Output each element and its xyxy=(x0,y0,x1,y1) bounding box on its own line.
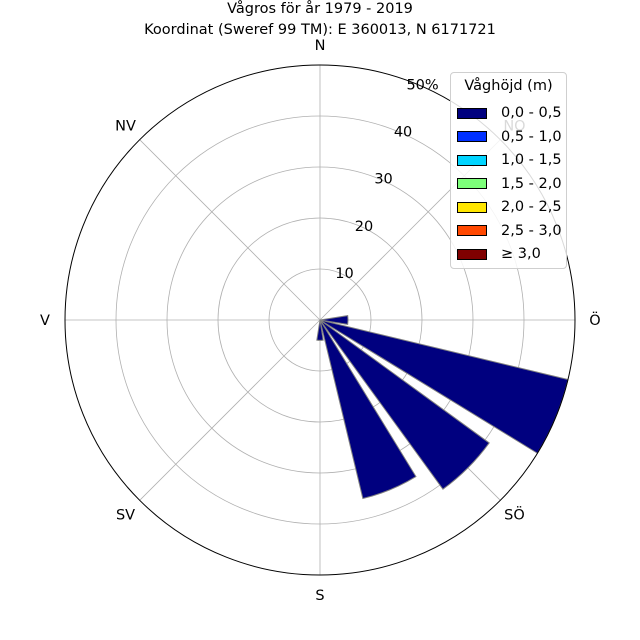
legend-label: ≥ 3,0 xyxy=(501,246,541,262)
radial-tick-label: 30 xyxy=(374,172,392,188)
legend-label: 0,0 - 0,5 xyxy=(501,105,562,121)
legend-swatch xyxy=(457,248,487,260)
chart-title: Vågros för år 1979 - 2019 xyxy=(227,0,413,17)
direction-label-V: V xyxy=(40,313,50,329)
legend-swatch xyxy=(457,178,487,189)
radial-tick-label: 40 xyxy=(394,125,412,141)
radial-tick-label: 50% xyxy=(406,77,438,93)
spoke-NV xyxy=(139,139,321,321)
legend: Våghöjd (m) 0,0 - 0,5 0,5 - 1,0 1,0 - 1,5 1… xyxy=(450,72,567,269)
outer-circle xyxy=(64,64,576,576)
direction-label-SÖ: SÖ xyxy=(504,505,525,523)
spoke-SV xyxy=(139,319,321,501)
legend-entry: 1,0 - 1,5 xyxy=(457,152,562,168)
legend-label: 1,0 - 1,5 xyxy=(501,152,562,168)
legend-entry: 0,5 - 1,0 xyxy=(457,129,562,145)
sector-bar-90 xyxy=(319,315,349,325)
direction-label-SV: SV xyxy=(116,507,135,523)
legend-swatch xyxy=(457,107,487,119)
radial-ticks: 10 20 30 40 50% xyxy=(335,77,438,281)
direction-label-N: N xyxy=(315,38,326,54)
legend-entry: 0,0 - 0,5 xyxy=(457,105,562,121)
direction-label-Ö: Ö xyxy=(589,311,600,329)
legend-title: Våghöjd (m) xyxy=(464,78,553,94)
polar-grid xyxy=(65,65,575,575)
legend-label: 0,5 - 1,0 xyxy=(501,128,562,145)
legend-label: 2,5 - 3,0 xyxy=(501,222,562,239)
radial-tick-label: 20 xyxy=(355,219,373,235)
radial-tick-label: 10 xyxy=(335,266,353,282)
chart-subtitle: Koordinat (Sweref 99 TM): E 360013, N 61… xyxy=(144,22,496,38)
legend-entry: 2,5 - 3,0 xyxy=(457,223,562,239)
legend-swatch xyxy=(457,154,487,166)
legend-entry: 1,5 - 2,0 xyxy=(457,176,562,192)
legend-swatch xyxy=(457,201,487,213)
legend-label: 2,0 - 2,5 xyxy=(501,199,562,215)
sector-bars xyxy=(316,315,569,500)
sector-bar-180 xyxy=(316,319,324,341)
sector-bar-135 xyxy=(319,319,490,490)
legend-entry: ≥ 3,0 xyxy=(457,246,541,262)
legend-entry: 2,0 - 2,5 xyxy=(457,199,562,215)
direction-label-S: S xyxy=(315,588,324,604)
legend-swatch xyxy=(457,225,487,236)
sector-bar-157.5 xyxy=(319,319,417,500)
legend-label: 1,5 - 2,0 xyxy=(501,175,562,192)
legend-swatch xyxy=(457,131,487,142)
direction-label-NV: NV xyxy=(115,119,136,135)
